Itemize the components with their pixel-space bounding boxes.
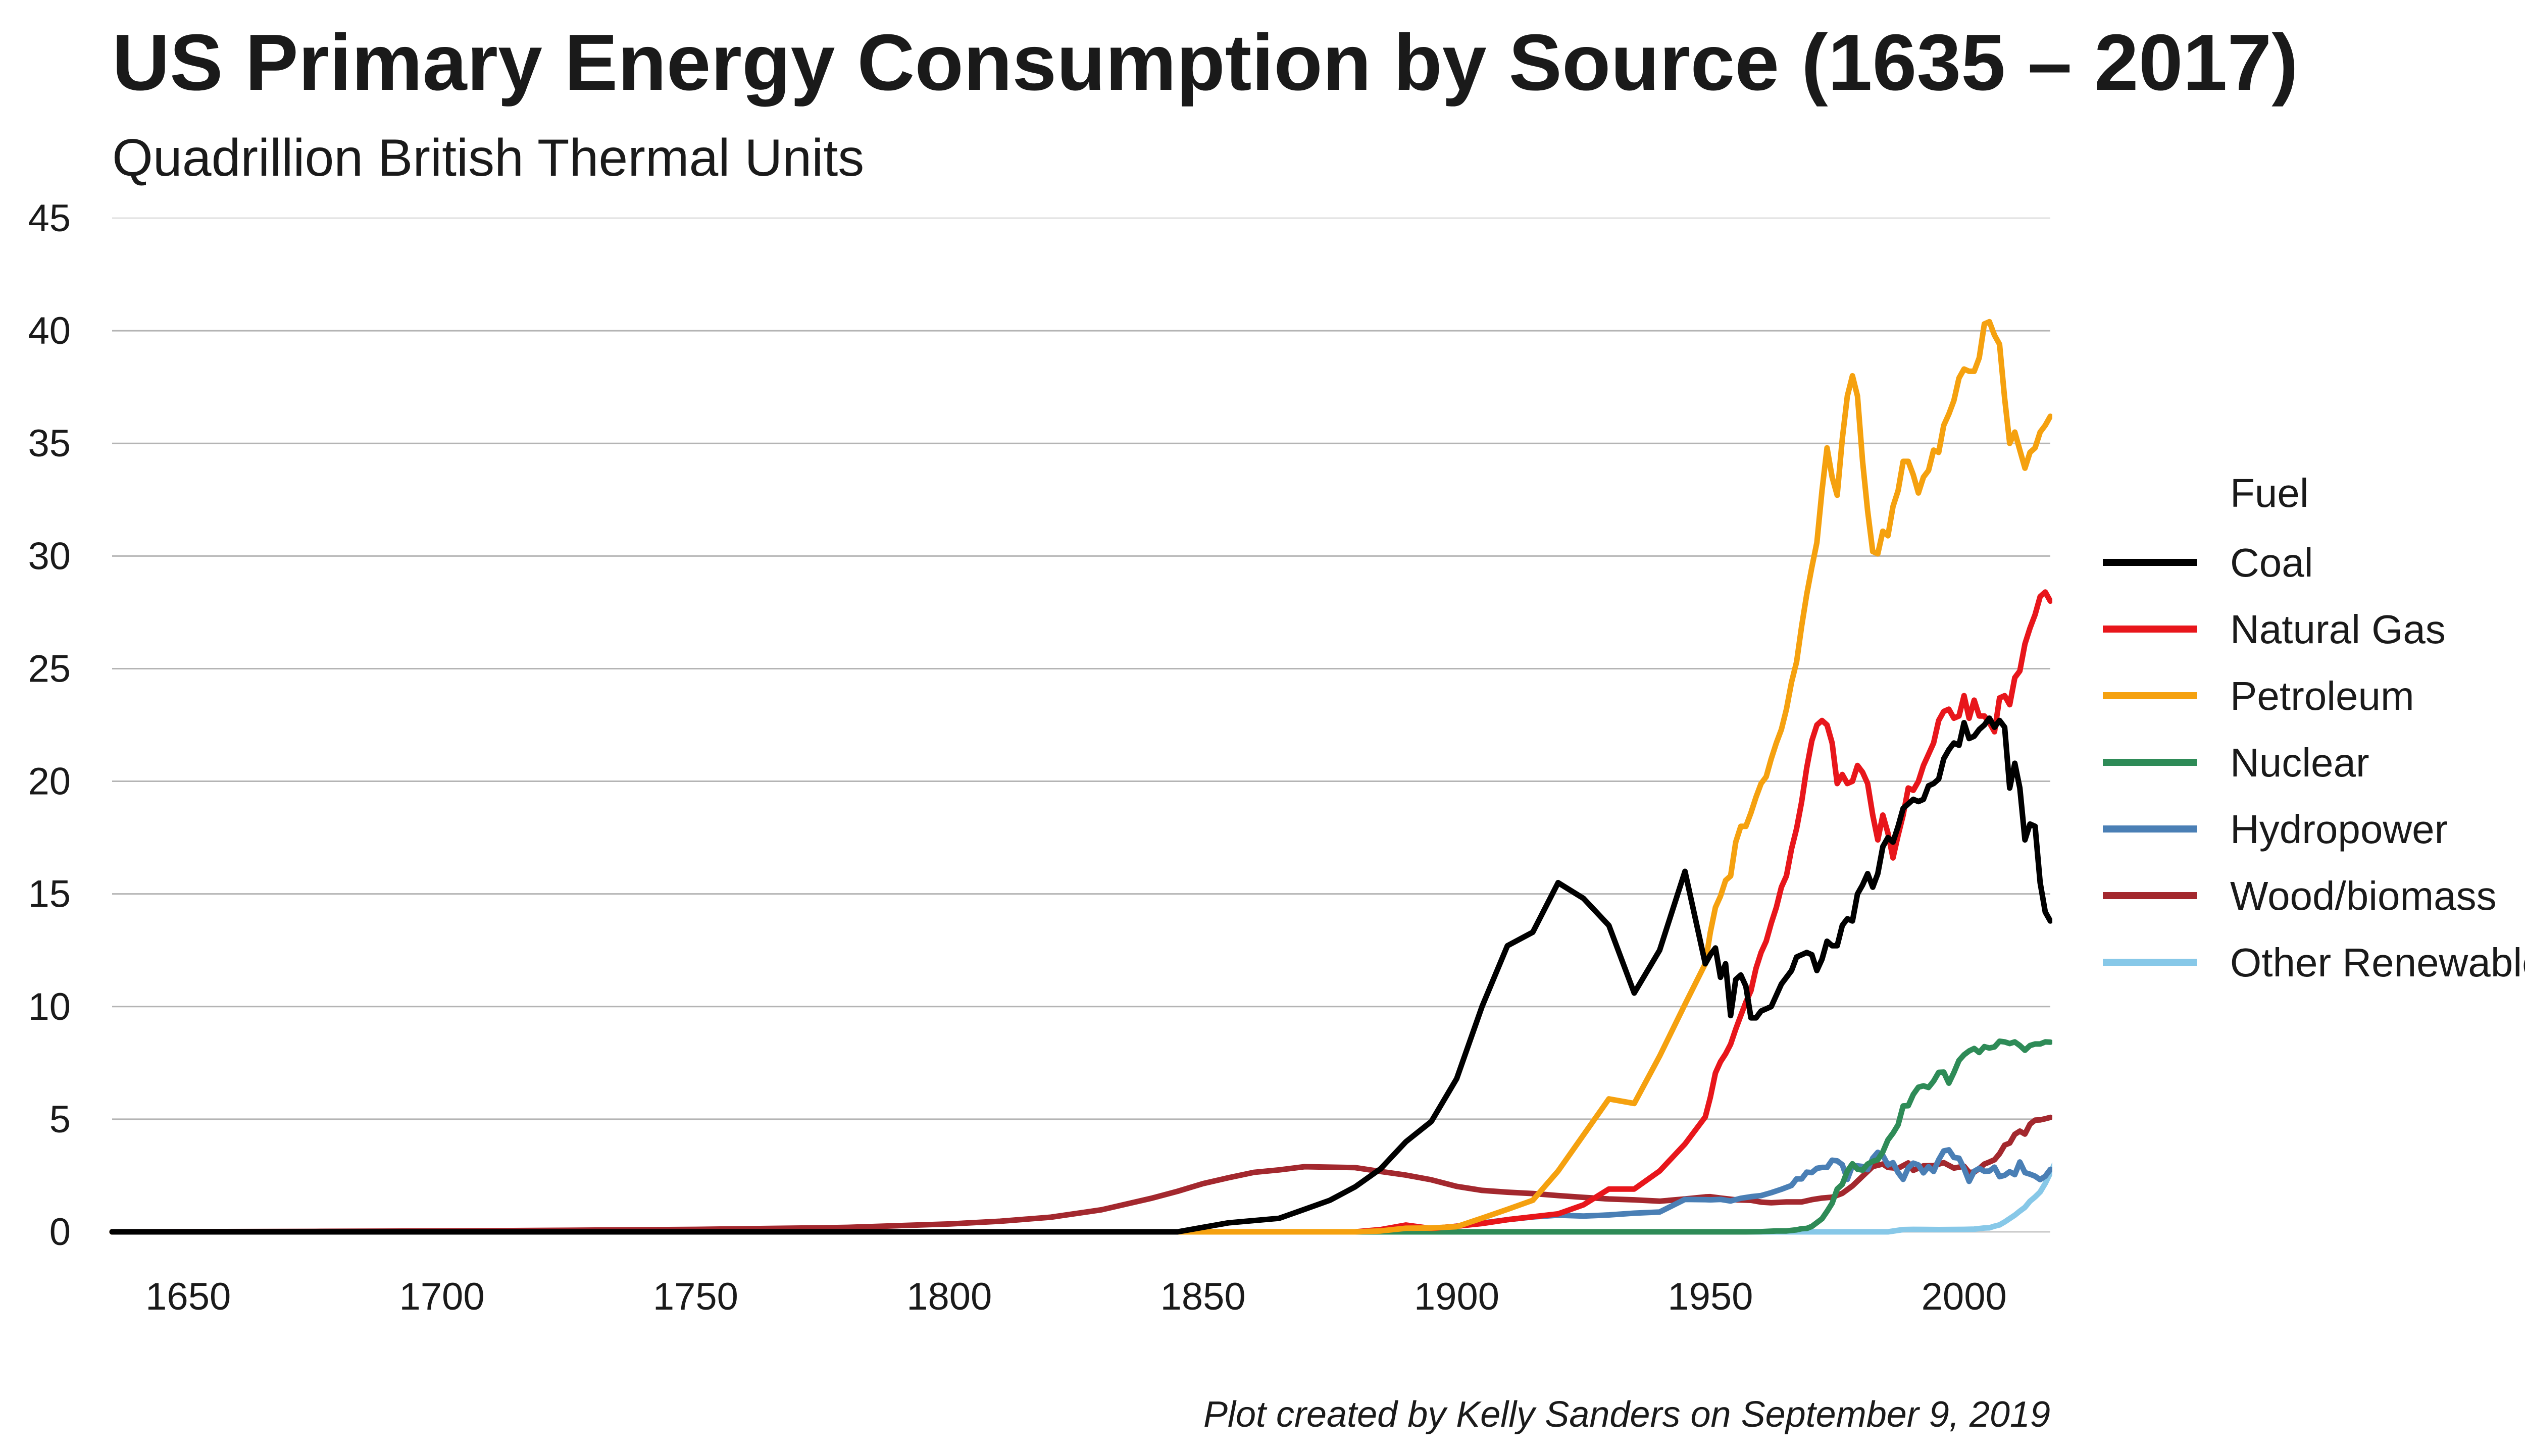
legend-label: Natural Gas: [2230, 607, 2446, 652]
x-axis-ticks: 1650 1700 1750 1800 1850 1900 1950 2000: [145, 1275, 2007, 1318]
series-line-petroleum: [109, 319, 2052, 1235]
legend-label: Coal: [2230, 540, 2313, 585]
y-tick-label: 35: [28, 422, 71, 465]
y-tick-label: 45: [28, 197, 71, 240]
series-line-coal: [109, 715, 2052, 1235]
y-tick-label: 10: [28, 985, 71, 1028]
x-tick-label: 1900: [1414, 1275, 1499, 1318]
y-tick-label: 15: [28, 873, 71, 916]
legend-label: Nuclear: [2230, 740, 2369, 785]
series-line-wood-biomass: [109, 1114, 2052, 1235]
y-tick-label: 0: [49, 1211, 71, 1254]
series-lines: [109, 319, 2052, 1235]
x-tick-label: 1800: [906, 1275, 992, 1318]
legend-label: Petroleum: [2230, 673, 2414, 718]
y-axis-ticks: 0 5 10 15 20 25 30 35 40 45: [28, 197, 71, 1254]
y-tick-label: 40: [28, 309, 71, 352]
legend-label: Other Renewables: [2230, 940, 2525, 985]
y-tick-label: 25: [28, 647, 71, 690]
chart-title: US Primary Energy Consumption by Source …: [112, 18, 2298, 107]
series-line-natural-gas: [109, 589, 2052, 1235]
legend: Fuel Coal Natural Gas Petroleum Nuclear Hydr…: [2103, 471, 2525, 985]
y-tick-label: 30: [28, 535, 71, 578]
y-tick-label: 20: [28, 760, 71, 803]
series-line-other-renewables: [109, 1162, 2052, 1235]
chart-subtitle: Quadrillion British Thermal Units: [112, 129, 864, 187]
plot-credit: Plot created by Kelly Sanders on Septemb…: [1203, 1394, 2050, 1435]
series-line-nuclear: [109, 1038, 2052, 1235]
x-tick-label: 1750: [653, 1275, 738, 1318]
gridlines: [112, 217, 2050, 1233]
y-tick-label: 5: [49, 1098, 71, 1141]
legend-label: Wood/biomass: [2230, 873, 2497, 918]
legend-label: Hydropower: [2230, 807, 2448, 852]
x-tick-label: 1700: [399, 1275, 485, 1318]
x-tick-label: 1950: [1668, 1275, 1753, 1318]
legend-title: Fuel: [2230, 471, 2309, 515]
x-tick-label: 1650: [145, 1275, 231, 1318]
x-tick-label: 1850: [1160, 1275, 1246, 1318]
series-line-hydropower: [109, 1147, 2052, 1235]
x-tick-label: 2000: [1922, 1275, 2007, 1318]
